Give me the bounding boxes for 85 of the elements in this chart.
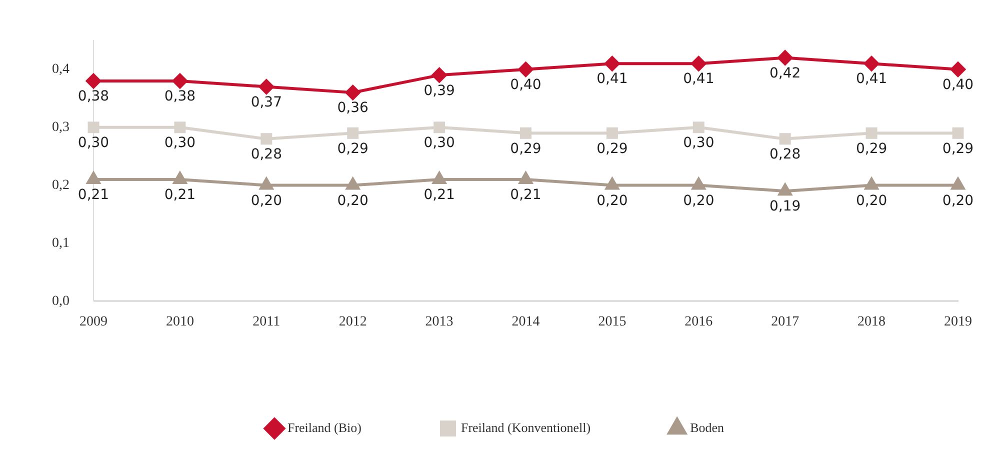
point — [518, 62, 534, 77]
point — [778, 50, 793, 66]
data-label: 0,20 — [337, 192, 368, 209]
x-tick-label: 2011 — [252, 314, 280, 330]
data-label: 0,30 — [78, 134, 110, 151]
data-label: 0,21 — [510, 187, 542, 204]
data-label: 0,39 — [424, 82, 455, 99]
point — [260, 133, 272, 145]
data-label: 0,36 — [337, 100, 369, 116]
data-label: 0,20 — [856, 192, 888, 209]
x-tick-label: 2010 — [166, 314, 194, 330]
data-label: 0,29 — [942, 140, 974, 157]
data-label: 0,28 — [250, 146, 282, 163]
point — [347, 127, 359, 139]
data-label: 0,38 — [78, 88, 110, 105]
data-label: 0,20 — [250, 192, 282, 209]
point — [951, 178, 965, 190]
point — [950, 62, 966, 77]
x-tick-label: 2012 — [338, 314, 367, 330]
data-label: 0,29 — [596, 140, 628, 157]
data-label: 0,20 — [596, 192, 628, 209]
data-label: 0,21 — [164, 187, 196, 204]
point — [606, 178, 619, 190]
data-label: 0,40 — [942, 77, 974, 94]
point — [778, 184, 792, 196]
data-label: 0,29 — [856, 140, 888, 157]
data-label: 0,19 — [770, 198, 801, 215]
data-label: 0,37 — [250, 94, 282, 110]
point — [866, 127, 878, 139]
point — [864, 56, 880, 72]
x-tick-label: 2015 — [598, 314, 626, 330]
point — [86, 172, 100, 184]
point — [345, 85, 360, 100]
y-tick-label: 0,0 — [52, 294, 70, 309]
point — [692, 122, 704, 134]
data-label: 0,38 — [164, 88, 196, 105]
data-label: 0,40 — [510, 77, 542, 94]
point — [864, 178, 878, 190]
point — [434, 122, 446, 134]
data-label: 0,41 — [683, 71, 714, 88]
data-label: 0,21 — [78, 187, 110, 204]
point — [606, 127, 618, 139]
point — [86, 73, 101, 88]
x-tick-label: 2016 — [684, 314, 713, 330]
legend-label: Freiland (Konventionell) — [460, 420, 591, 435]
data-label: 0,41 — [596, 71, 628, 88]
legend-label: Freiland (Bio) — [287, 420, 362, 435]
y-tick-label: 0,4 — [52, 62, 70, 78]
x-tick-label: 2013 — [425, 314, 454, 330]
data-label: 0,30 — [424, 134, 455, 151]
x-tick-label: 2019 — [944, 314, 972, 330]
point — [432, 172, 446, 184]
point — [346, 178, 360, 190]
point — [258, 79, 274, 94]
data-label: 0,20 — [683, 192, 714, 209]
x-tick-label: 2017 — [771, 314, 800, 330]
data-label: 0,30 — [683, 134, 714, 151]
point — [174, 122, 186, 134]
data-label: 0,42 — [770, 65, 801, 82]
point — [952, 127, 964, 139]
legend-label: Boden — [690, 420, 725, 435]
point — [88, 122, 100, 134]
y-tick-label: 0,1 — [52, 236, 70, 251]
data-label: 0,29 — [510, 140, 542, 157]
y-tick-label: 0,2 — [52, 178, 70, 193]
point — [604, 56, 620, 72]
point — [172, 73, 188, 88]
data-label: 0,21 — [424, 187, 455, 204]
point — [432, 68, 447, 83]
data-label: 0,20 — [942, 192, 974, 209]
data-label: 0,29 — [337, 140, 368, 157]
x-tick-label: 2009 — [80, 314, 108, 330]
data-label: 0,30 — [164, 134, 196, 151]
x-tick-label: 2018 — [858, 314, 886, 330]
x-tick-label: 2014 — [512, 314, 540, 330]
data-label: 0,28 — [770, 146, 801, 163]
y-tick-label: 0,3 — [52, 120, 70, 136]
point — [520, 127, 532, 139]
data-label: 0,41 — [856, 71, 888, 88]
point — [779, 133, 791, 145]
point — [173, 172, 187, 184]
point — [260, 178, 274, 190]
point — [691, 56, 706, 72]
point — [519, 172, 532, 184]
point — [692, 178, 706, 190]
